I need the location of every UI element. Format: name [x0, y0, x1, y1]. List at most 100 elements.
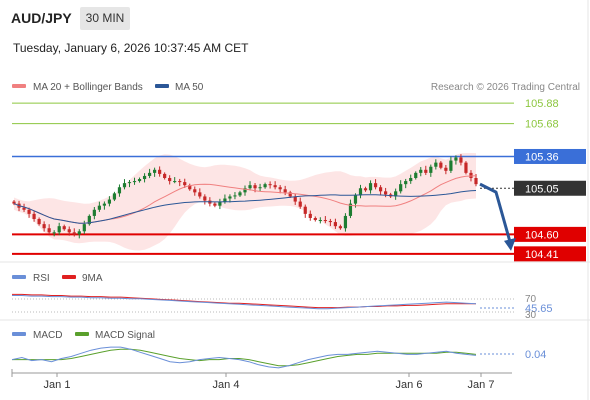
- rsi-ma-line: [12, 293, 476, 309]
- candle-body: [454, 157, 458, 161]
- candle-body: [178, 181, 182, 183]
- candle-body: [228, 196, 232, 199]
- rsi-30-label: 30: [525, 310, 537, 321]
- candle-body: [409, 178, 413, 182]
- rsi-ma-legend-label: 9MA: [82, 273, 103, 284]
- candle-body: [293, 196, 297, 202]
- timeframe-badge[interactable]: 30 MIN: [80, 7, 130, 30]
- candle-body: [283, 189, 287, 193]
- main-legend: MA 20 + Bollinger Bands MA 50 Research ©…: [12, 82, 580, 93]
- candle-body: [303, 206, 307, 214]
- candle-body: [378, 187, 383, 192]
- candle-body: [158, 169, 162, 174]
- symbol-title: AUD/JPY: [11, 10, 72, 26]
- candle-body: [233, 195, 237, 197]
- candle-body: [253, 185, 257, 189]
- candle-body: [132, 181, 137, 183]
- candle-body: [137, 179, 142, 182]
- candle-body: [92, 209, 96, 216]
- candle-body: [278, 187, 282, 190]
- level-label-105.36: 105.36: [525, 151, 559, 163]
- candle-body: [127, 182, 132, 184]
- candle-body: [67, 229, 71, 233]
- candle-body: [87, 215, 91, 225]
- macd-signal-legend-swatch: [75, 332, 89, 336]
- candle-body: [313, 217, 317, 221]
- candle-body: [82, 224, 86, 232]
- candle-body: [419, 169, 423, 173]
- macd-line: [11, 346, 477, 369]
- time-tick-label-1: Jan 4: [213, 379, 240, 391]
- candle-body: [62, 226, 66, 230]
- candle-body: [288, 192, 292, 197]
- candle-body: [37, 219, 41, 225]
- candle-body: [107, 199, 112, 204]
- forecast-arrow-head: [504, 237, 516, 251]
- candle-body: [343, 215, 348, 229]
- candle-body: [27, 209, 31, 214]
- candle-body: [183, 182, 187, 186]
- candle-body: [368, 183, 373, 191]
- candle-body: [318, 220, 322, 222]
- level-label-105.68: 105.68: [525, 119, 559, 131]
- candle-body: [32, 213, 36, 219]
- candle-body: [112, 193, 117, 200]
- candle-body: [12, 201, 16, 204]
- candle-body: [434, 162, 438, 167]
- candle-body: [394, 191, 398, 197]
- candle-body: [424, 169, 428, 173]
- candle-body: [238, 192, 242, 196]
- candle-body: [188, 185, 192, 190]
- candle-body: [72, 232, 76, 235]
- ma50-legend-swatch: [155, 84, 169, 88]
- candle-body: [298, 201, 302, 207]
- candle-body: [77, 231, 81, 235]
- level-box-104.41: [514, 246, 586, 262]
- candle-body: [384, 191, 388, 195]
- candle-body: [399, 184, 403, 192]
- last-price-label: 105.05: [525, 183, 559, 195]
- candle-body: [328, 221, 332, 223]
- candle-body: [459, 157, 463, 163]
- candle-body: [414, 172, 418, 178]
- candle-body: [268, 184, 272, 186]
- candle-body: [248, 185, 252, 189]
- time-axis: Jan 1 Jan 4 Jan 6 Jan 7: [11, 369, 512, 391]
- candle-body: [449, 160, 453, 171]
- chart-header: AUD/JPY 30 MIN: [0, 0, 590, 36]
- level-label-104.60: 104.60: [525, 229, 559, 241]
- ma20-legend-swatch: [12, 84, 26, 88]
- candle-body: [198, 192, 202, 197]
- macd-value-label: 0.04: [525, 349, 546, 361]
- candle-body: [333, 222, 337, 227]
- candle-body: [47, 228, 51, 233]
- candle-body: [323, 220, 327, 222]
- ma50-line: [13, 190, 477, 224]
- candle-body: [218, 201, 222, 206]
- candle-body: [373, 183, 378, 188]
- candle-body: [308, 213, 312, 218]
- candle-body: [147, 172, 152, 176]
- rsi-ma-legend-swatch: [62, 275, 76, 279]
- last-price-box: [514, 180, 586, 196]
- price-levels: 105.88 105.68 105.36 104.60 104.41: [12, 98, 586, 262]
- rsi-panel: RSI 9MA 70 45.65 30: [12, 273, 553, 321]
- time-tick-label-3: Jan 7: [468, 379, 495, 391]
- last-price-marker: 105.05: [480, 180, 586, 196]
- macd-legend-label: MACD: [33, 330, 62, 341]
- candle-body: [273, 185, 277, 188]
- candle-body: [153, 169, 157, 173]
- candle-body: [439, 162, 443, 168]
- candle-body: [464, 162, 468, 173]
- bollinger-band-area: [14, 153, 476, 251]
- candle-body: [173, 181, 177, 183]
- moving-averages: [13, 175, 477, 224]
- candle-body: [404, 181, 408, 185]
- forecast-arrow: [479, 182, 516, 251]
- candle-body: [353, 195, 358, 204]
- candle-body: [42, 224, 46, 229]
- candle-body: [97, 205, 101, 210]
- candle-body: [469, 172, 473, 178]
- candle-body: [474, 178, 478, 185]
- candle-body: [117, 187, 122, 194]
